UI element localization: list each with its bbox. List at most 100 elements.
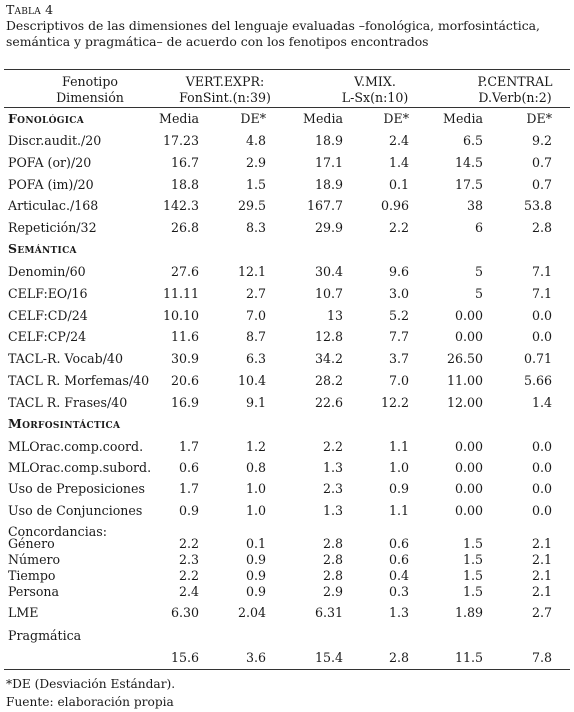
- table-cell: 0.0: [531, 329, 552, 344]
- table-cell: 0.8: [245, 460, 266, 475]
- table-cell: 1.7: [178, 481, 199, 496]
- table-cell: 5: [474, 264, 483, 279]
- table-cell: 0.1: [245, 536, 266, 551]
- table-cell: 0.9: [388, 481, 409, 496]
- table-cell: 18.8: [170, 177, 199, 192]
- row-label: CELF:EO/16: [8, 286, 88, 301]
- table-cell: 2.3: [322, 481, 343, 496]
- table-cell: 38: [466, 198, 483, 213]
- top-rule: [4, 69, 570, 70]
- table-cell: 26.8: [170, 220, 199, 235]
- table-cell: 142.3: [162, 198, 199, 213]
- row-label: Uso de Conjunciones: [8, 503, 143, 518]
- table-cell: 0.9: [245, 552, 266, 567]
- header-group-2-n: L-Sx(n:10): [341, 90, 409, 105]
- table-cell: 2.4: [388, 133, 409, 148]
- table-cell: 0.9: [178, 503, 199, 518]
- group-label: Concordancias:: [8, 524, 107, 539]
- table-cell: 27.6: [170, 264, 199, 279]
- table-cell: 12.00: [446, 395, 483, 410]
- table-cell: 2.2: [178, 536, 199, 551]
- table-cell: 2.2: [388, 220, 409, 235]
- table-cell: 7.7: [388, 329, 409, 344]
- table-cell: 0.7: [531, 155, 552, 170]
- row-label: TACL R. Morfemas/40: [8, 373, 150, 388]
- row-label: POFA (or)/20: [8, 155, 92, 170]
- table-cell: 6.30: [170, 605, 199, 620]
- table-cell: 2.3: [178, 552, 199, 567]
- table-cell: 1.4: [531, 395, 552, 410]
- table-cell: 0.00: [454, 503, 483, 518]
- table-cell: 1.4: [388, 155, 409, 170]
- table-cell: 1.1: [388, 503, 409, 518]
- row-label: MLOrac.comp.subord.: [8, 460, 152, 475]
- table-cell: 0.1: [388, 177, 409, 192]
- section-heading: Semántica: [8, 241, 77, 256]
- subheader-media: Media: [159, 111, 199, 126]
- table-cell: 0.0: [531, 460, 552, 475]
- table-cell: 5.2: [388, 308, 409, 323]
- table-cell: 0.7: [531, 177, 552, 192]
- row-label: MLOrac.comp.coord.: [8, 439, 144, 454]
- table-cell: 12.1: [237, 264, 266, 279]
- subheader-media: Media: [443, 111, 483, 126]
- row-label: TACL-R. Vocab/40: [8, 351, 123, 366]
- table-cell: 2.9: [245, 155, 266, 170]
- table-cell: 0.9: [245, 568, 266, 583]
- table-cell: 2.8: [322, 552, 343, 567]
- table-cell: 17.23: [162, 133, 199, 148]
- row-label: CELF:CP/24: [8, 329, 87, 344]
- table-cell: 1.3: [322, 503, 343, 518]
- row-label: CELF:CD/24: [8, 308, 88, 323]
- table-cell: 0.96: [380, 198, 409, 213]
- table-cell: 30.9: [170, 351, 199, 366]
- table-cell: 1.3: [388, 605, 409, 620]
- table-cell: 7.0: [245, 308, 266, 323]
- header-group-1-n: FonSint.(n:39): [179, 90, 271, 105]
- row-label: Tiempo: [8, 568, 56, 583]
- table-cell: 0.0: [531, 439, 552, 454]
- table-cell: 2.8: [322, 536, 343, 551]
- table-cell: 1.0: [388, 460, 409, 475]
- header-group-2: V.MIX.: [354, 74, 396, 89]
- table-cell: 8.3: [245, 220, 266, 235]
- table-cell: 2.4: [178, 584, 199, 599]
- table-cell: 2.2: [322, 439, 343, 454]
- row-label: Repetición/32: [8, 220, 97, 235]
- table-cell: 3.0: [388, 286, 409, 301]
- header-fenotipo: Fenotipo: [62, 74, 118, 89]
- table-cell: 6.5: [462, 133, 483, 148]
- table-cell: 0.00: [454, 481, 483, 496]
- table-cell: 0.3: [388, 584, 409, 599]
- table-cell: 10.10: [162, 308, 199, 323]
- table-cell: 1.5: [245, 177, 266, 192]
- table-cell: 2.7: [245, 286, 266, 301]
- table-cell: 15.4: [314, 650, 343, 665]
- table-cell: 0.00: [454, 329, 483, 344]
- table-cell: 6.31: [314, 605, 343, 620]
- table-cell: 13: [326, 308, 343, 323]
- header-group-3: P.CENTRAL: [477, 74, 553, 89]
- table-cell: 2.8: [322, 568, 343, 583]
- row-label: Discr.audit./20: [8, 133, 102, 148]
- group-label: Pragmática: [8, 628, 82, 643]
- table-cell: 9.2: [531, 133, 552, 148]
- table-cell: 16.7: [170, 155, 199, 170]
- table-cell: 11.5: [454, 650, 483, 665]
- table-cell: 0.00: [454, 460, 483, 475]
- table-cell: 7.1: [531, 286, 552, 301]
- table-cell: 2.1: [531, 536, 552, 551]
- table-cell: 3.6: [245, 650, 266, 665]
- header-rule: [4, 107, 570, 108]
- table-cell: 11.00: [446, 373, 483, 388]
- table-cell: 29.9: [314, 220, 343, 235]
- table-cell: 8.7: [245, 329, 266, 344]
- table-cell: 1.5: [462, 536, 483, 551]
- subheader-media: Media: [303, 111, 343, 126]
- bottom-rule: [4, 669, 570, 670]
- section-heading: Fonológica: [8, 111, 84, 126]
- row-label: LME: [8, 605, 39, 620]
- row-label: Denomin/60: [8, 264, 86, 279]
- row-label: POFA (im)/20: [8, 177, 94, 192]
- table-cell: 0.6: [388, 536, 409, 551]
